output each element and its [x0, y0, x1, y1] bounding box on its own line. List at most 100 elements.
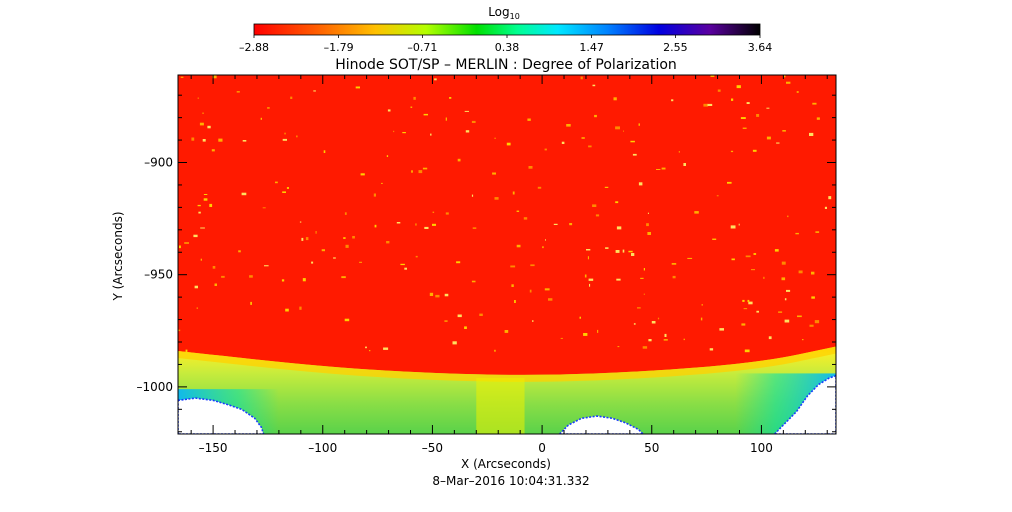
speckle: [782, 130, 786, 132]
speckle: [648, 339, 652, 342]
speckle: [333, 257, 336, 259]
speckle: [583, 333, 588, 336]
speckle: [824, 206, 827, 209]
speckle: [588, 278, 594, 281]
speckle: [798, 270, 803, 274]
speckle: [203, 194, 208, 195]
speckle: [786, 289, 791, 292]
speckle: [457, 158, 461, 162]
speckle: [756, 310, 759, 313]
speckle: [511, 284, 514, 287]
speckle: [194, 285, 198, 289]
colorbar-tick-label: –1.79: [324, 41, 354, 54]
speckle: [592, 84, 596, 87]
speckle: [249, 275, 253, 278]
speckle: [207, 125, 211, 129]
chart-title: Hinode SOT/SP – MERLIN : Degree of Polar…: [335, 57, 677, 73]
speckle: [647, 232, 651, 235]
speckle: [415, 223, 417, 226]
speckle: [719, 328, 724, 331]
speckle: [242, 140, 247, 142]
speckle: [622, 249, 625, 253]
speckle: [561, 141, 565, 144]
vertical-streak: [476, 377, 525, 434]
speckle: [260, 117, 262, 120]
speckle: [616, 278, 621, 281]
speckle: [429, 292, 434, 296]
speckle: [199, 122, 204, 126]
speckle: [523, 217, 528, 220]
speckle: [615, 250, 620, 253]
speckle: [642, 346, 648, 349]
speckle: [197, 97, 199, 99]
speckle: [640, 277, 644, 279]
speckle: [796, 91, 799, 93]
y-tick-label: –1000: [136, 380, 173, 394]
speckle: [178, 329, 181, 332]
speckle: [802, 339, 804, 341]
speckle: [616, 226, 622, 230]
speckle: [430, 133, 432, 136]
speckle: [643, 293, 645, 295]
speckle: [313, 90, 316, 92]
speckle: [560, 337, 563, 339]
speckle: [766, 107, 770, 109]
speckle: [472, 227, 477, 229]
speckle: [301, 237, 304, 241]
speckle: [812, 102, 817, 105]
speckle: [343, 237, 346, 239]
speckle: [418, 170, 423, 174]
speckle: [435, 294, 440, 298]
x-tick-label: –100: [308, 441, 337, 455]
solar-limb-band: [178, 346, 836, 382]
speckle: [193, 234, 198, 238]
speckle: [784, 319, 790, 323]
speckle: [545, 239, 546, 241]
speckle: [514, 300, 516, 303]
speckle: [494, 349, 496, 352]
speckle: [456, 261, 461, 264]
y-axis-label: Y (Arcseconds): [111, 211, 125, 301]
speckle: [589, 283, 591, 287]
speckle: [828, 196, 832, 200]
x-tick-label: 50: [644, 441, 659, 455]
plot-frame: [177, 74, 837, 435]
speckle: [683, 163, 686, 166]
no-data-region-right: [773, 374, 836, 434]
speckle: [221, 275, 225, 278]
observation-date: 8–Mar–2016 10:04:31.332: [432, 474, 589, 488]
speckle: [386, 241, 390, 244]
speckle: [811, 296, 815, 299]
speckle: [784, 75, 786, 78]
speckle: [504, 330, 509, 333]
speckle: [422, 167, 428, 170]
speckle: [605, 247, 609, 249]
speckle: [396, 222, 401, 224]
x-tick-label: –50: [422, 441, 443, 455]
speckle: [594, 114, 597, 118]
speckle: [374, 224, 377, 228]
speckle: [516, 244, 521, 248]
x-tick-label: 100: [750, 441, 773, 455]
colorbar-label: Log10: [488, 5, 520, 21]
speckle: [512, 191, 515, 195]
speckle: [738, 223, 740, 226]
colorbar-tick-label: –0.71: [407, 41, 437, 54]
speckle: [180, 76, 184, 78]
speckle: [741, 323, 746, 326]
speckle: [584, 274, 587, 278]
speckle: [381, 182, 383, 184]
speckle: [811, 271, 815, 275]
speckle: [592, 204, 597, 207]
speckle: [365, 346, 367, 349]
speckle: [202, 112, 204, 114]
speckle: [703, 103, 709, 107]
speckle: [211, 149, 215, 152]
speckle: [766, 136, 771, 140]
speckle: [638, 182, 643, 186]
speckle: [579, 316, 581, 319]
speckle: [281, 279, 285, 282]
speckle: [296, 135, 298, 138]
speckle: [267, 107, 270, 109]
speckle: [615, 201, 619, 204]
